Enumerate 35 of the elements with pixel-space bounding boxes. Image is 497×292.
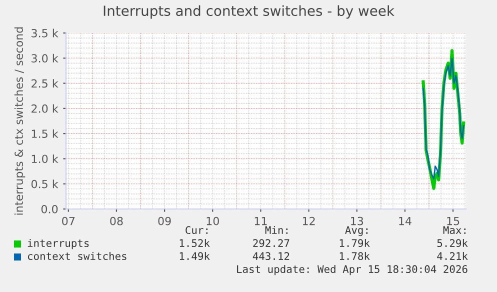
x-tick-label: 11 bbox=[254, 216, 267, 226]
text: 5.29k bbox=[437, 238, 468, 248]
x-tick-label: 13 bbox=[351, 216, 364, 226]
y-tick-label: 1.0 k bbox=[32, 154, 58, 164]
text: Max: bbox=[443, 226, 466, 234]
y-tick-label: 2.0 k bbox=[32, 104, 58, 113]
x-tick-label: 09 bbox=[158, 216, 171, 226]
x-tick-label: 15 bbox=[447, 216, 460, 226]
x-tick-label: 10 bbox=[206, 216, 219, 226]
legend-label: context switches bbox=[28, 252, 126, 260]
text: 1.52k bbox=[180, 238, 210, 248]
text: 1.49k bbox=[180, 252, 210, 260]
y-tick-label: 3.0 k bbox=[32, 54, 58, 63]
legend-label: interrupts bbox=[28, 238, 89, 250]
y-tick-label: 0.5 k bbox=[31, 180, 58, 188]
x-tick-label: 08 bbox=[110, 216, 123, 226]
x-tick-label: 12 bbox=[302, 216, 315, 226]
line-series bbox=[422, 57, 464, 180]
y-tick-label: 3.5 k bbox=[32, 28, 58, 38]
chart-title: Interrupts and context switches - by week bbox=[104, 5, 394, 19]
text: Last update: Wed Apr 15 18:30:04 2026 bbox=[237, 264, 468, 276]
x-tick-label: 07 bbox=[62, 216, 75, 226]
text: 443.12 bbox=[252, 252, 290, 260]
text: Cur: bbox=[186, 226, 208, 234]
text: 292.27 bbox=[253, 239, 290, 248]
text: Avg: bbox=[345, 226, 368, 236]
text: 4.21k bbox=[437, 252, 468, 260]
y-tick-label: 0.0 bbox=[41, 204, 58, 214]
x-tick-label: 14 bbox=[399, 216, 412, 226]
text: 1.79k bbox=[340, 238, 370, 248]
text: 1.78k bbox=[340, 252, 370, 260]
y-axis-title: interrupts & ctx switches / second bbox=[14, 27, 26, 215]
text: Min: bbox=[265, 226, 288, 234]
y-tick-label: 1.5 k bbox=[32, 129, 58, 138]
y-tick-label: 2.5 k bbox=[32, 79, 58, 88]
